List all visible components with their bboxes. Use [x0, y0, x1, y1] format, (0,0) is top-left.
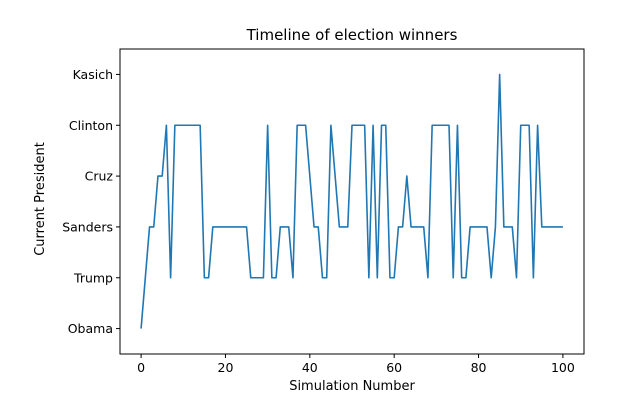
x-tick-label: 0	[137, 360, 145, 375]
x-axis-label: Simulation Number	[289, 379, 415, 394]
chart-title: Timeline of election winners	[246, 26, 458, 44]
y-tick-label: Obama	[68, 321, 113, 336]
y-tick-label: Kasich	[73, 67, 113, 82]
x-tick-label: 40	[302, 360, 318, 375]
y-axis-label: Current President	[33, 142, 48, 256]
x-tick-label: 20	[218, 360, 234, 375]
x-tick-label: 60	[386, 360, 402, 375]
x-tick-label: 80	[471, 360, 487, 375]
axes-frame	[119, 48, 585, 355]
y-tick-label: Trump	[73, 270, 113, 285]
x-tick-label: 100	[551, 360, 575, 375]
series-line-0	[140, 73, 563, 329]
y-tick-label: Cruz	[85, 169, 114, 184]
plot-area: 0 20 40 60 80 100 Obama Trump Sanders Cruz Clinton…	[62, 48, 585, 375]
y-tick-label: Clinton	[69, 118, 113, 133]
y-tick-label: Sanders	[62, 219, 113, 234]
